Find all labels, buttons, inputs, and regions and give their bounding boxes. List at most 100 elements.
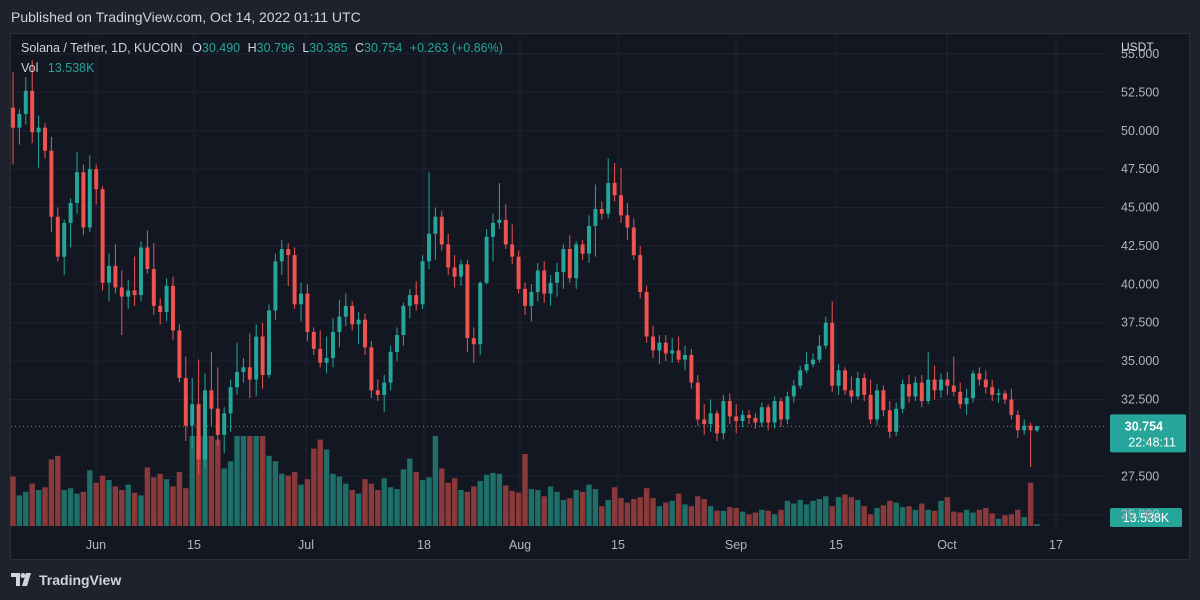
- volume-bar: [240, 436, 247, 526]
- last-price-label: 30.754: [1125, 419, 1163, 433]
- candle-body: [561, 249, 566, 273]
- candle-body: [516, 256, 521, 289]
- symbol-label[interactable]: Solana / Tether, 1D, KUCOIN: [21, 41, 183, 55]
- volume-bar: [842, 494, 848, 526]
- grid-lines: [11, 34, 1107, 527]
- volume-bar: [234, 436, 240, 526]
- last-price-badge: [1110, 414, 1186, 453]
- volume-bar: [445, 482, 451, 526]
- volume-bar: [74, 493, 80, 526]
- candle-body: [836, 370, 841, 386]
- volume-bar: [599, 506, 605, 526]
- volume-bar: [727, 507, 733, 526]
- candle-body: [190, 404, 195, 426]
- volume-bar: [547, 486, 554, 526]
- candle-body: [299, 293, 303, 305]
- time-tick-label: Jul: [298, 538, 314, 552]
- published-header: Published on TradingView.com, Oct 14, 20…: [11, 9, 361, 25]
- candle-body: [119, 287, 124, 297]
- candle-body: [785, 396, 790, 420]
- volume-bar: [1021, 517, 1027, 526]
- volume-bar: [483, 474, 490, 526]
- volume-bar: [170, 486, 176, 526]
- candle-body: [446, 244, 451, 268]
- candle-body: [587, 225, 591, 254]
- volume-bar: [349, 490, 355, 526]
- tradingview-logo[interactable]: TradingView: [11, 572, 121, 588]
- candle-body: [926, 379, 931, 402]
- candle-body: [49, 150, 54, 217]
- candle-body: [606, 182, 611, 214]
- volume-bars: [10, 436, 1040, 526]
- volume-bar: [995, 518, 1002, 526]
- volume-bar: [912, 509, 919, 526]
- time-tick-label: Jun: [86, 538, 106, 552]
- volume-bar: [816, 499, 823, 526]
- volume-bar: [387, 487, 394, 526]
- candle-body: [43, 127, 47, 151]
- volume-bar: [336, 476, 343, 526]
- volume-bar: [535, 490, 541, 526]
- candle-body: [523, 288, 527, 306]
- close-label: C: [355, 41, 365, 55]
- candle-body: [503, 219, 508, 245]
- candle-body: [305, 293, 310, 332]
- volume-bar: [554, 491, 560, 526]
- price-tick-label: 47.500: [1121, 162, 1159, 176]
- volume-bar: [215, 439, 221, 526]
- high-label: H: [247, 41, 257, 55]
- candle-body: [36, 127, 41, 133]
- countdown-label: 22:48:11: [1128, 435, 1176, 449]
- volume-bar: [247, 436, 253, 526]
- volume-bar: [637, 497, 643, 526]
- candle-body: [996, 393, 1001, 395]
- volume-bar: [579, 491, 586, 526]
- candle-body: [823, 322, 828, 346]
- candle-body: [215, 408, 220, 435]
- volume-bar: [253, 436, 259, 526]
- candle-body: [465, 264, 470, 339]
- volume-bar: [426, 477, 432, 526]
- volume-bar: [771, 514, 778, 526]
- volume-bar: [778, 509, 784, 526]
- volume-bar: [989, 513, 995, 526]
- volume-bar: [93, 482, 99, 526]
- volume-bar: [643, 488, 650, 526]
- volume-bar: [983, 508, 989, 526]
- volume-bar: [208, 436, 215, 526]
- volume-label[interactable]: Vol: [21, 61, 39, 75]
- time-tick-label: Aug: [509, 538, 531, 552]
- volume-bar: [432, 436, 439, 526]
- candle-body: [862, 378, 867, 395]
- volume-bar: [48, 459, 55, 526]
- change-value: +0.263 (+0.86%): [409, 41, 503, 55]
- volume-bar: [471, 486, 477, 526]
- volume-bar: [733, 508, 739, 526]
- volume-bar: [970, 512, 976, 526]
- volume-badge: [1110, 508, 1182, 527]
- candle-body: [407, 295, 412, 306]
- candle-body: [260, 336, 265, 375]
- time-tick-label: 15: [187, 538, 201, 552]
- volume-bar: [183, 488, 189, 526]
- time-tick-label: 17: [1049, 538, 1063, 552]
- candle-body: [145, 247, 150, 269]
- volume-bar: [1027, 482, 1034, 526]
- volume-bar: [202, 436, 208, 526]
- candle-body: [452, 267, 457, 277]
- volume-bar: [867, 514, 874, 526]
- candle-body: [254, 336, 259, 380]
- candle-body: [241, 367, 246, 372]
- candle-body: [727, 401, 732, 417]
- volume-bar: [285, 475, 291, 526]
- price-tick-label: 35.000: [1121, 354, 1159, 368]
- candle-body: [1022, 425, 1027, 431]
- volume-bar: [375, 490, 381, 526]
- price-tick-label: 50.000: [1121, 124, 1159, 138]
- candle-body: [171, 285, 175, 331]
- candle-body: [395, 335, 399, 352]
- candle-body: [689, 354, 694, 383]
- volume-bar: [656, 506, 663, 526]
- volume-bar: [163, 479, 170, 526]
